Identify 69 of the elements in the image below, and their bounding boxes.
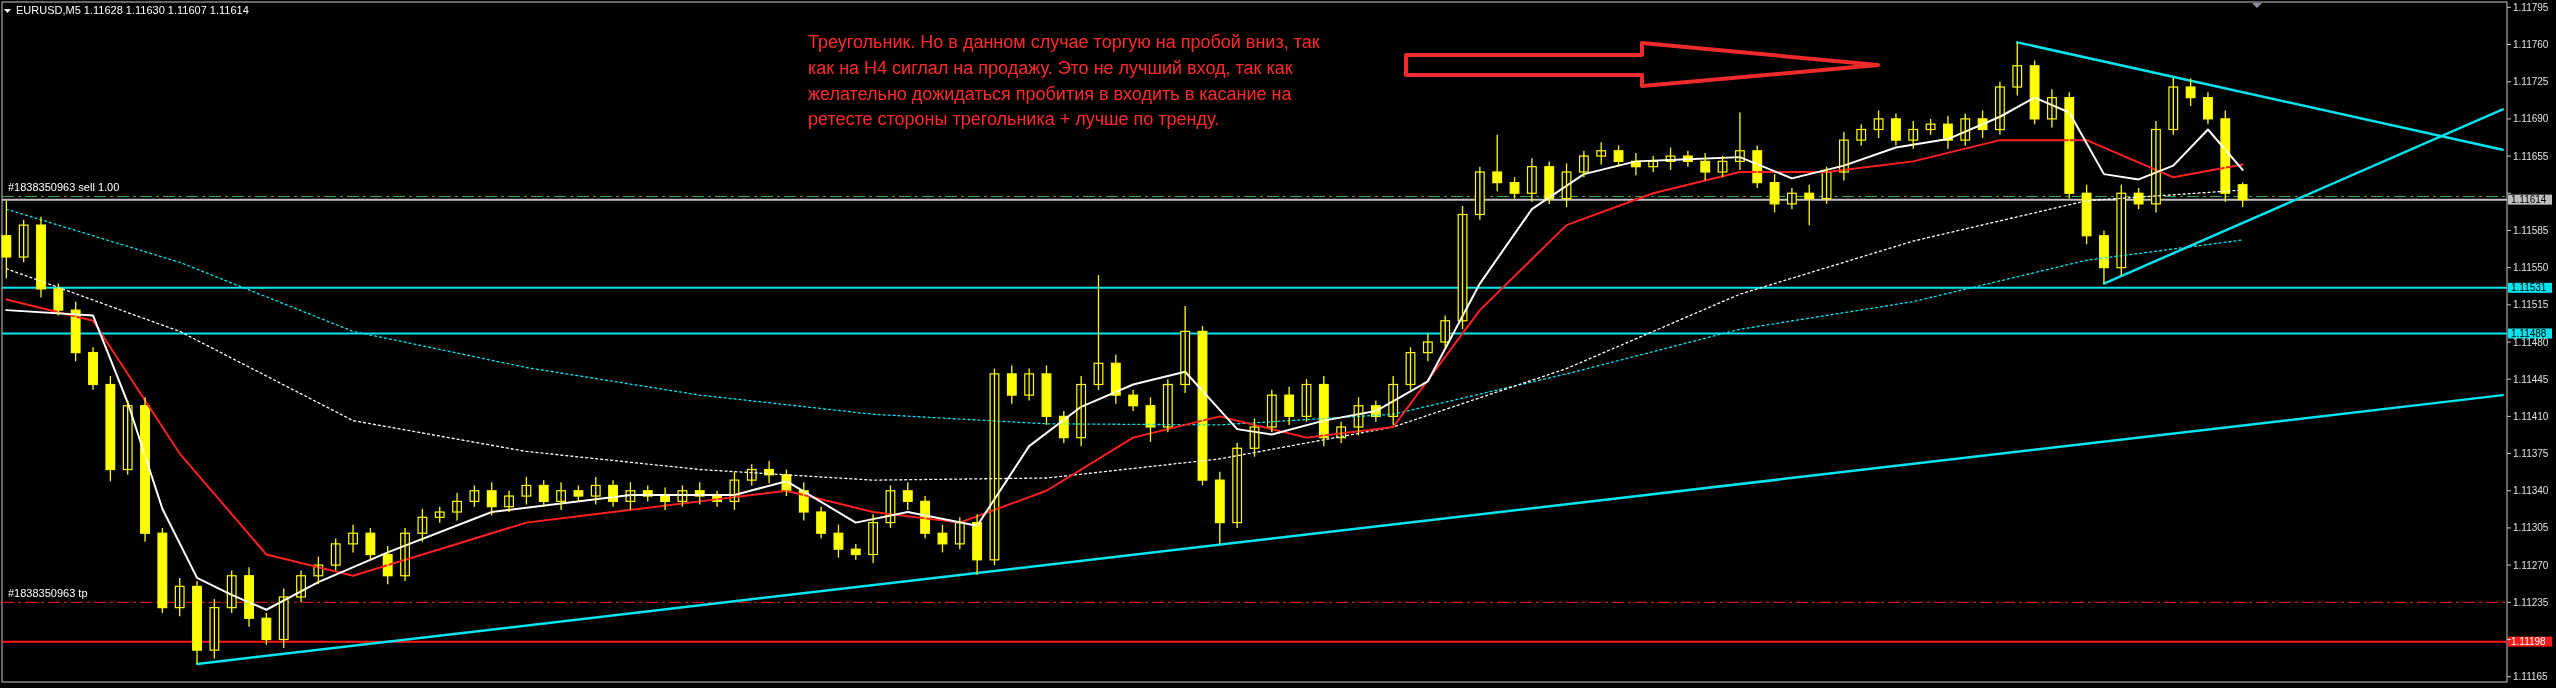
candlestick <box>590 476 601 506</box>
ref-line-label: 1.11531 <box>2511 282 2547 294</box>
candlestick <box>902 481 913 511</box>
candlestick <box>1232 442 1243 529</box>
y-tick-label: 1.11270 <box>2513 559 2549 571</box>
candlestick <box>2237 181 2248 208</box>
candlestick <box>486 481 497 516</box>
y-tick-label: 1.11165 <box>2513 671 2549 683</box>
candlestick <box>330 537 341 572</box>
ref-line-label: 1.11488 <box>2511 328 2547 339</box>
candlestick <box>937 524 948 554</box>
chart-title: EURUSD,M5 1.11628 1.11630 1.11607 1.11614 <box>16 4 249 16</box>
y-tick-label: 1.11550 <box>2513 262 2549 274</box>
candlestick <box>157 527 168 614</box>
candlestick <box>1041 364 1052 426</box>
y-tick-label: 1.11410 <box>2513 410 2549 422</box>
annotation: Треугольник. Но в данном случае торгую на пробой вниз, так как на H4 сиглал на продажу. Это не лучший вход, так как желательно дожидаться пробития в входить в касание на ретесте стороны трегольника + лучше по тренду. <box>808 32 1320 130</box>
candlestick <box>1162 378 1173 433</box>
candlestick <box>833 524 844 559</box>
candlestick <box>1492 134 1503 192</box>
ref-line-label: 1.11614 <box>2511 194 2547 206</box>
candlestick <box>1093 274 1104 391</box>
y-tick-label: 1.11795 <box>2513 1 2549 13</box>
candlestick <box>1266 389 1277 433</box>
candlestick <box>1 200 12 279</box>
candlestick <box>1856 123 1867 147</box>
candlestick <box>209 598 220 660</box>
candlestick <box>18 219 29 263</box>
candlestick <box>365 527 376 561</box>
y-tick-label: 1.11690 <box>2513 113 2549 125</box>
candlestick <box>538 479 549 508</box>
candlestick <box>1873 109 1884 139</box>
candlestick <box>1440 314 1451 348</box>
ref-line-label: 1.11198 <box>2511 636 2547 648</box>
candlestick <box>1284 385 1295 426</box>
candlestick <box>1908 120 1919 150</box>
candlestick <box>2185 77 2196 107</box>
candlestick <box>1509 176 1520 200</box>
y-tick-label: 1.11655 <box>2513 150 2549 162</box>
candlestick <box>53 282 64 317</box>
y-tick-label: 1.11305 <box>2513 522 2549 534</box>
y-tick-label: 1.11235 <box>2513 596 2549 608</box>
candlestick <box>1006 364 1017 405</box>
candlestick <box>1128 389 1139 412</box>
y-tick-label: 1.11375 <box>2513 448 2549 460</box>
y-tick-label: 1.11515 <box>2513 299 2549 311</box>
candlestick <box>1769 173 1780 214</box>
candlestick <box>469 484 480 508</box>
candlestick <box>2168 76 2179 136</box>
y-tick-label: 1.11760 <box>2513 39 2549 50</box>
candlestick <box>1613 144 1624 168</box>
candlestick <box>2012 41 2023 97</box>
candlestick <box>261 612 272 646</box>
y-tick-label: 1.11725 <box>2513 76 2549 88</box>
ref-line-label: #1838350963 sell 1.00 <box>8 181 120 194</box>
y-tick-label: 1.11445 <box>2513 373 2549 385</box>
candlestick <box>105 375 116 482</box>
y-tick-label: 1.11340 <box>2513 485 2549 497</box>
candlestick <box>1596 141 1607 166</box>
candlestick <box>1405 346 1416 391</box>
candlestick <box>521 476 532 506</box>
y-tick-label: 1.11585 <box>2513 224 2549 236</box>
candlestick <box>1700 152 1711 182</box>
ref-line-label: #1838350963 tp <box>8 587 88 600</box>
candlestick <box>1214 470 1225 545</box>
candlestick <box>174 577 185 617</box>
candlestick <box>1717 155 1728 178</box>
y-tick-label: 1.11480 <box>2513 336 2549 348</box>
candlestick <box>417 508 428 543</box>
